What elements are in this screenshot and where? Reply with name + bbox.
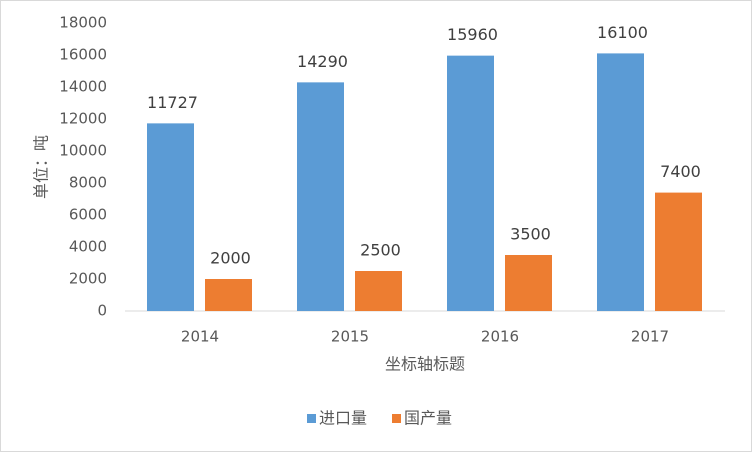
legend-label: 国产量 (404, 409, 452, 428)
y-tick-label: 12000 (59, 110, 107, 128)
legend-swatch (392, 414, 401, 423)
y-tick-label: 10000 (59, 142, 107, 160)
legend-swatch (307, 414, 316, 423)
value-label: 15960 (447, 25, 498, 44)
legend-label: 进口量 (319, 409, 367, 428)
y-tick-label: 0 (97, 302, 107, 320)
bar (355, 271, 402, 311)
x-tick-label: 2015 (331, 328, 369, 346)
y-axis-title: 单位：吨 (32, 135, 51, 199)
bar (505, 255, 552, 311)
x-tick-label: 2017 (631, 328, 669, 346)
x-tick-label: 2014 (181, 328, 219, 346)
bar (447, 55, 494, 311)
value-label: 2500 (360, 241, 401, 260)
x-tick-label: 2016 (481, 328, 519, 346)
x-axis-title: 坐标轴标题 (385, 355, 465, 374)
value-label: 11727 (147, 93, 198, 112)
y-tick-label: 8000 (69, 174, 107, 192)
bar (205, 279, 252, 311)
y-tick-label: 18000 (59, 14, 107, 32)
bar (655, 192, 702, 311)
value-label: 2000 (210, 249, 251, 268)
y-tick-label: 2000 (69, 270, 107, 288)
value-label: 14290 (297, 52, 348, 71)
y-tick-label: 4000 (69, 238, 107, 256)
value-label: 3500 (510, 225, 551, 244)
bar (147, 123, 194, 311)
bar (297, 82, 344, 311)
y-tick-label: 16000 (59, 46, 107, 64)
value-label: 16100 (597, 23, 648, 42)
bar (597, 53, 644, 312)
y-tick-label: 6000 (69, 206, 107, 224)
value-label: 7400 (660, 162, 701, 181)
y-tick-label: 14000 (59, 78, 107, 96)
